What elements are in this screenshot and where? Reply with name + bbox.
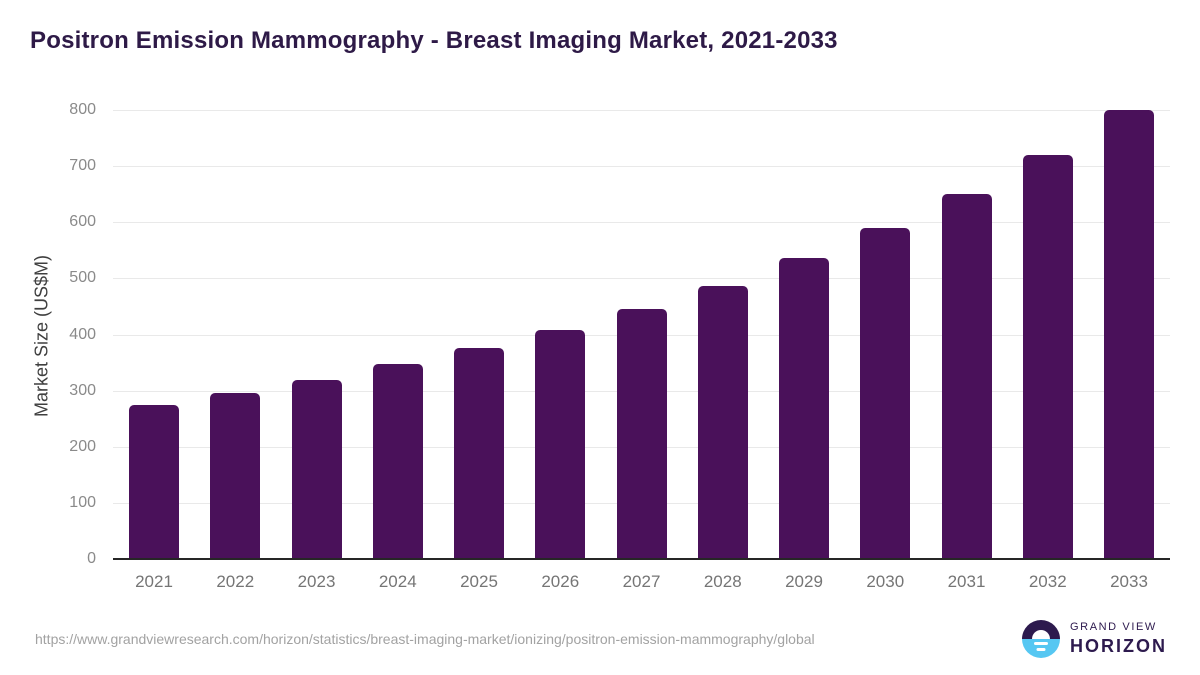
x-tick-label-2032: 2032 [1028,572,1067,591]
bar-2030 [860,228,911,560]
bar-2029 [779,258,829,560]
y-tick-label-400: 400 [69,325,96,343]
bar-2028 [697,285,748,560]
x-tick-label-2029: 2029 [785,572,823,591]
logo-reflection-line-1 [1034,642,1048,645]
x-tick-label-2033: 2033 [1110,572,1148,591]
gridline-800 [113,110,1170,111]
x-axis-line [113,558,1170,560]
x-tick-label-2025: 2025 [460,572,498,591]
logo-reflection-line-2 [1036,648,1046,651]
logo-sky-half [1022,620,1060,639]
logo-text: GRAND VIEW HORIZON [1070,621,1167,657]
bar-2027 [616,309,667,560]
gridline-700 [113,166,1170,168]
bar-2025 [454,348,504,560]
bar-2024 [372,364,423,560]
gridline-600 [113,222,1170,224]
chart-title: Positron Emission Mammography - Breast I… [30,27,838,54]
y-tick-label-100: 100 [69,493,96,511]
x-tick-label-2023: 2023 [297,572,336,591]
y-tick-label-200: 200 [69,437,96,455]
logo-sun-shape [1032,630,1050,639]
x-tick-label-2028: 2028 [703,572,742,591]
bar-2023 [291,379,342,560]
x-tick-label-2030: 2030 [866,572,905,591]
y-tick-label-300: 300 [69,381,96,399]
x-tick-label-2021: 2021 [135,572,173,591]
bar-2026 [535,329,586,560]
source-url: https://www.grandviewresearch.com/horizo… [35,631,815,647]
y-tick-label-0: 0 [87,550,96,567]
bar-2031 [941,194,992,560]
x-tick-label-2031: 2031 [947,572,986,591]
plot-area: 0 100 200 300 400 500 600 700 800 2021 2022 2023 202… [69,101,1170,591]
bar-2032 [1022,154,1073,560]
y-tick-label-800: 800 [69,101,96,118]
horizon-sun-icon [1022,620,1060,658]
gridline-500 [113,278,1170,280]
logo-grand-view-text: GRAND VIEW [1070,621,1157,633]
x-tick-label-2024: 2024 [378,572,417,591]
bar-2022 [210,393,261,560]
x-tick-label-2026: 2026 [541,572,580,591]
y-tick-label-500: 500 [69,269,96,287]
x-tick-label-2022: 2022 [216,572,255,591]
bar-2033 [1104,109,1154,560]
x-tick-label-2027: 2027 [622,572,661,591]
bar-2021 [129,405,179,560]
logo-horizon-text: HORIZON [1070,636,1167,656]
y-tick-label-700: 700 [69,157,96,175]
y-tick-label-600: 600 [69,213,96,231]
grand-view-horizon-logo: GRAND VIEW HORIZON [1022,620,1167,658]
